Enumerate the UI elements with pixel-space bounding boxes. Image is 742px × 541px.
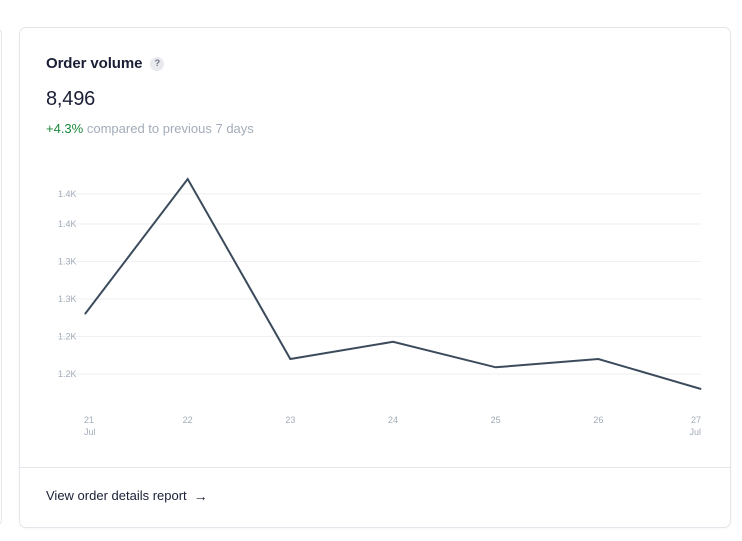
help-icon[interactable]: ?: [150, 56, 165, 71]
x-tick-month-label: Jul: [84, 427, 96, 437]
series-line: [84, 177, 702, 390]
x-tick-label: 24: [388, 415, 398, 425]
chart-series-layer: [84, 177, 702, 390]
data-point: [84, 313, 86, 315]
card-divider: [20, 467, 730, 468]
data-point: [700, 388, 702, 390]
footer-link-label: View order details report: [46, 488, 187, 503]
comparison-line: +4.3% compared to previous 7 days: [46, 121, 254, 136]
order-volume-card: Order volume ? 8,496 +4.3% compared to p…: [19, 27, 731, 528]
x-tick-label: 26: [593, 415, 603, 425]
change-percentage: +4.3%: [46, 121, 84, 136]
data-point: [187, 178, 189, 180]
x-tick-month-label: Jul: [689, 427, 701, 437]
chart-x-axis: 21 Jul 22 23 24 25 26 27 Jul: [84, 415, 701, 437]
adjacent-card-edge: [0, 28, 2, 526]
x-tick-label: 22: [183, 415, 193, 425]
y-tick-label: 1.4K: [58, 219, 77, 229]
y-tick-label: 1.2K: [58, 369, 77, 379]
data-point: [597, 358, 599, 360]
card-title: Order volume: [46, 55, 143, 72]
data-point: [495, 366, 497, 368]
chart-y-axis: 1.4K 1.4K 1.3K 1.3K 1.2K 1.2K: [58, 189, 77, 379]
view-order-details-link[interactable]: View order details report →: [46, 488, 208, 503]
y-tick-label: 1.3K: [58, 294, 77, 304]
y-tick-label: 1.3K: [58, 257, 77, 267]
data-point: [289, 358, 291, 360]
card-header: Order volume ?: [46, 55, 165, 72]
metric-value: 8,496: [46, 88, 96, 110]
y-tick-label: 1.4K: [58, 189, 77, 199]
x-tick-label: 23: [285, 415, 295, 425]
x-tick-label: 25: [491, 415, 501, 425]
y-tick-label: 1.2K: [58, 332, 77, 342]
comparison-text: compared to previous 7 days: [86, 121, 254, 136]
arrow-right-icon: →: [193, 487, 208, 504]
order-volume-line-chart: 1.4K 1.4K 1.3K 1.3K 1.2K 1.2K 21 Jul 22 23 24 25 26…: [57, 177, 702, 437]
x-tick-label: 21: [84, 415, 94, 425]
data-point: [392, 341, 394, 343]
chart-gridlines: [57, 193, 701, 375]
x-tick-label: 27: [691, 415, 701, 425]
